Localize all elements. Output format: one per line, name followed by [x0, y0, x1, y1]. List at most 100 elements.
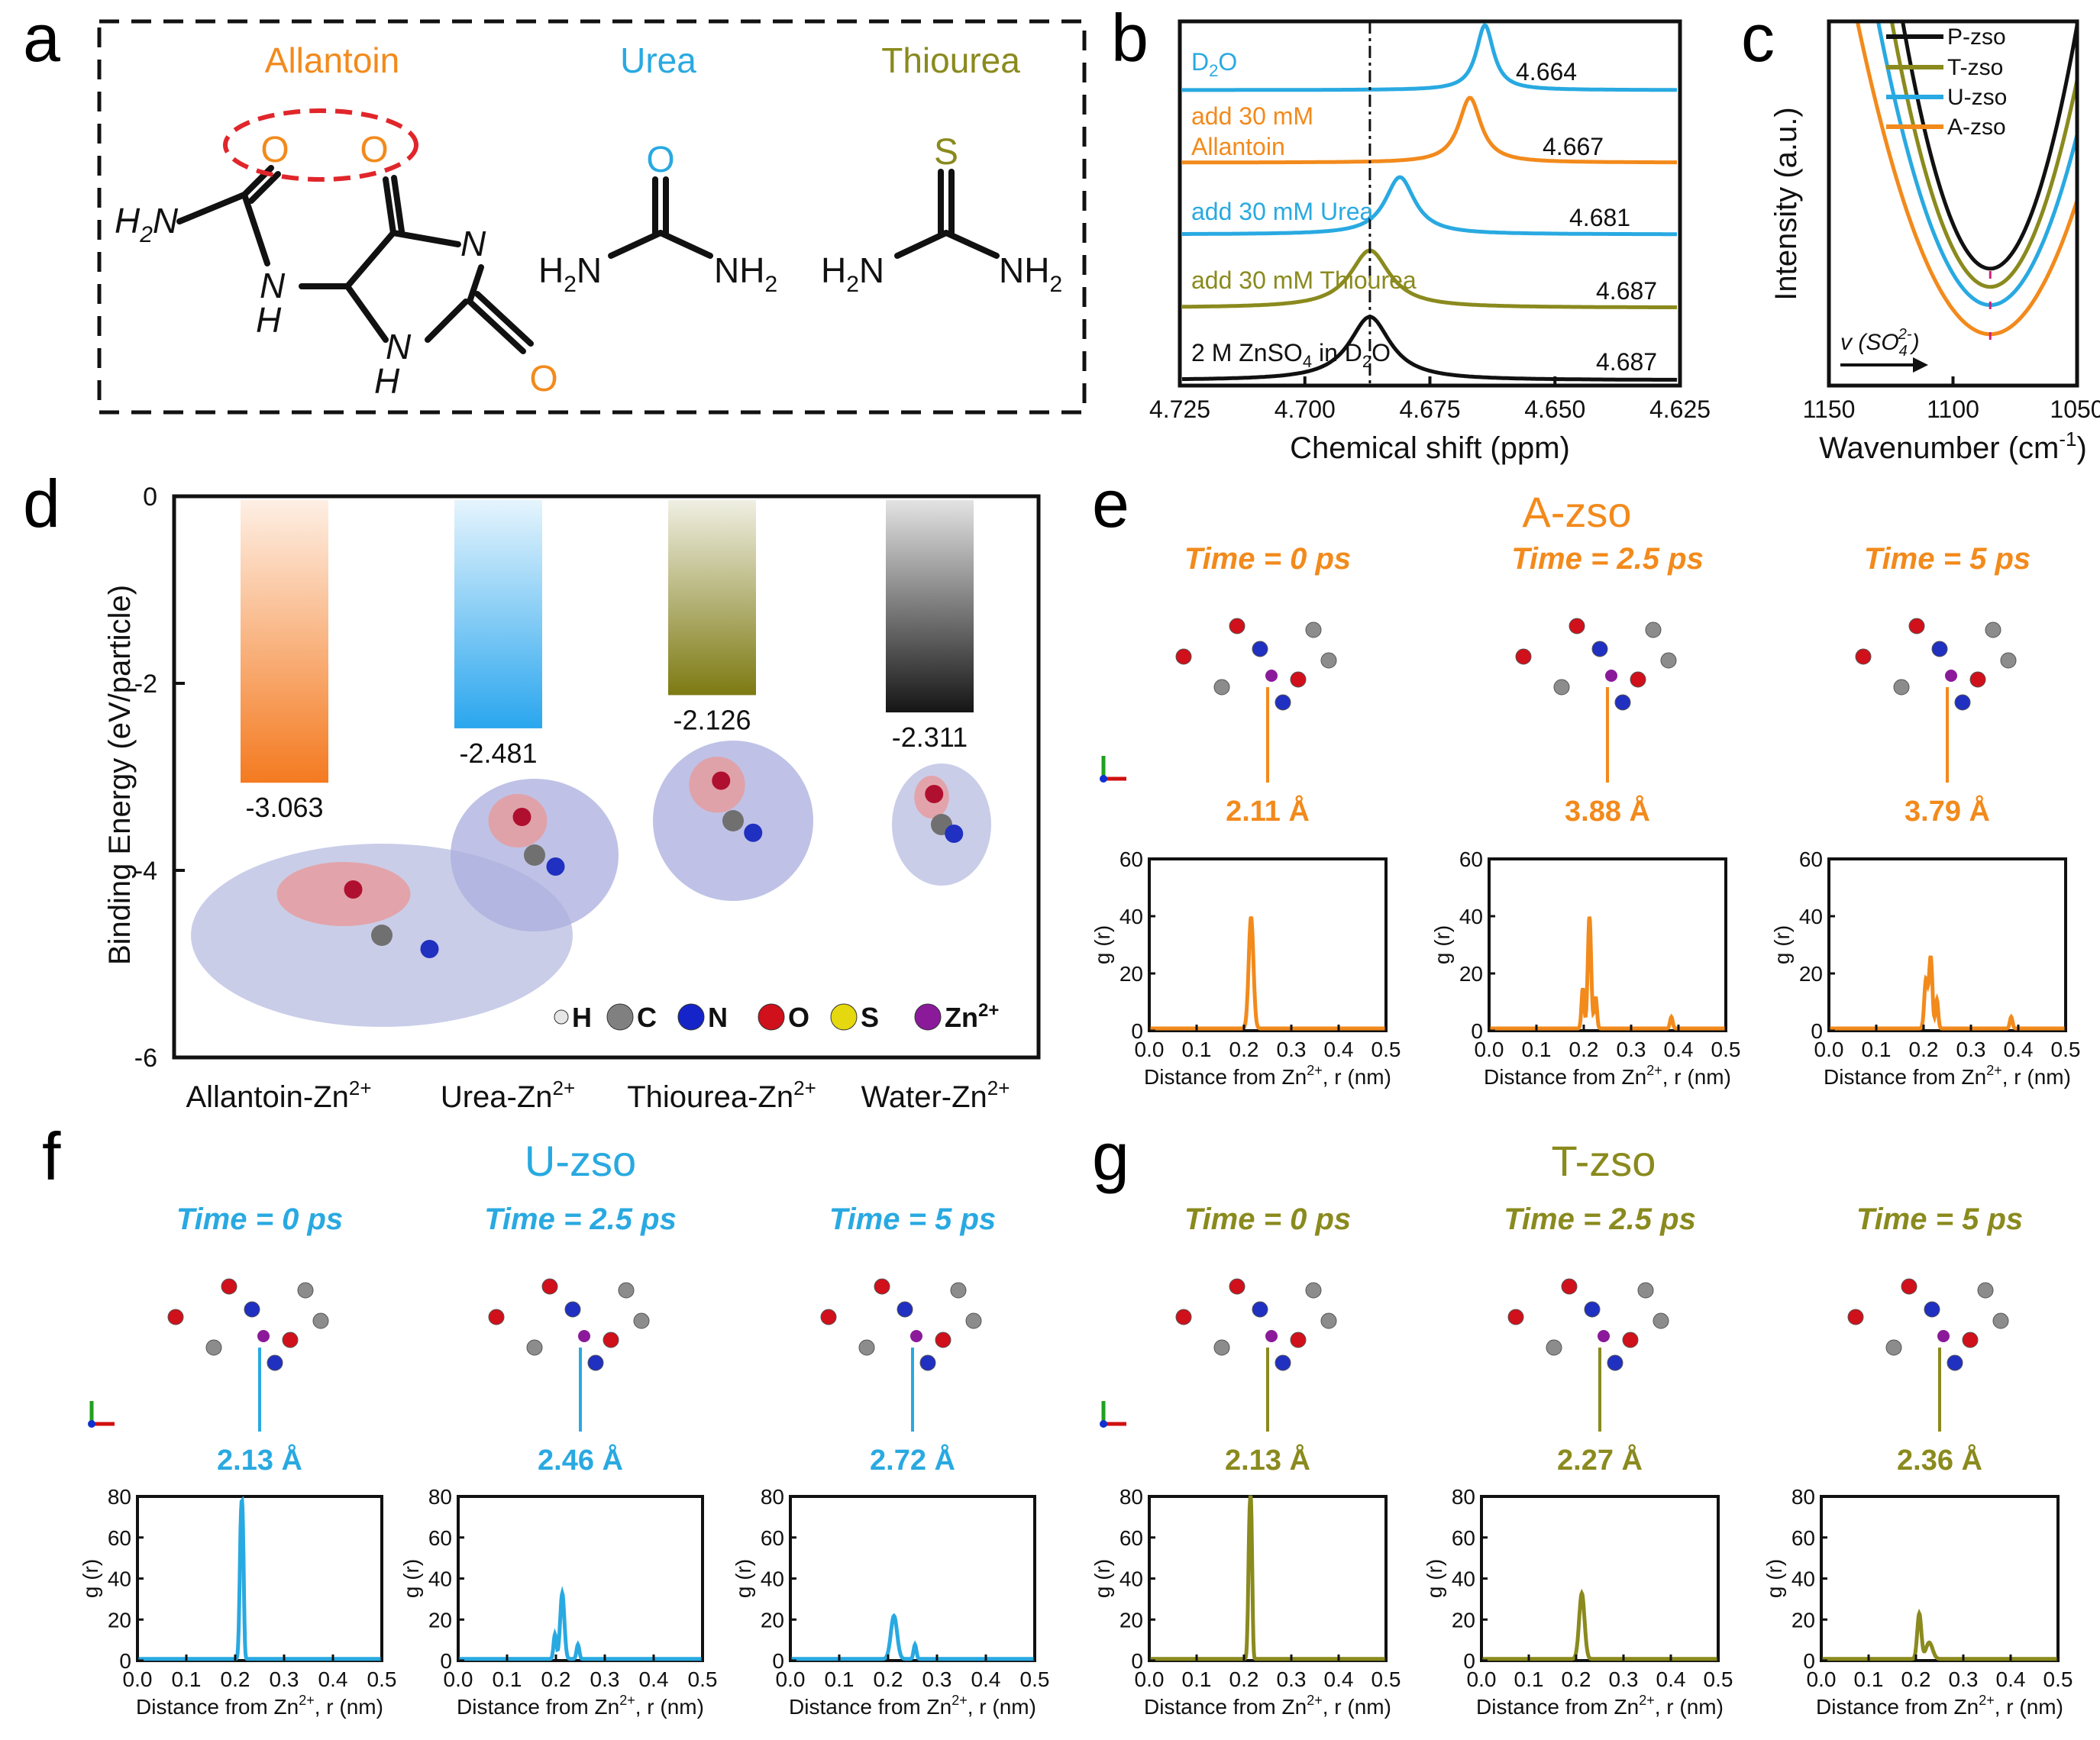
text-span: Distance from Zn: [1476, 1695, 1639, 1719]
panel-e-distance-0: 2.11 Å: [1226, 794, 1310, 828]
binding-bar-0: [241, 500, 328, 783]
thiourea-nh2: NH2: [999, 250, 1062, 297]
snapshot-atom-g-2-0: [1847, 1309, 1864, 1325]
allantoin-n3: N: [386, 327, 412, 366]
raman-series-P-zso: [1901, 21, 2077, 271]
rdf-xtick-label-f-2-5: 0.5: [1020, 1667, 1050, 1691]
rdf-ytick-label-f-0-1: 20: [108, 1608, 131, 1632]
text-span: v (SO: [1840, 330, 1899, 355]
rdf-ytick-label-g-2-3: 60: [1791, 1526, 1815, 1550]
panel-a-dashed-frame: [97, 19, 1087, 415]
rdf-xtick-label-f-1-2: 0.2: [541, 1667, 571, 1691]
snapshot-atom-f-0-7: [297, 1282, 314, 1299]
text-span: Distance from Zn: [1484, 1065, 1646, 1089]
rdf-xtick-label-g-1-4: 0.4: [1656, 1667, 1686, 1691]
rdf-xtick-label-f-1-3: 0.3: [590, 1667, 620, 1691]
snapshot-zn-f-0: [257, 1330, 270, 1342]
snapshot-atom-g-2-4: [1992, 1312, 2009, 1329]
text-span: ): [1910, 330, 1920, 355]
snapshot-atom-e-0-5: [1275, 694, 1291, 711]
rdf-frame-e-2: [1827, 857, 2067, 1032]
binding-bar-3: [886, 500, 974, 713]
snapshot-zn-e-1: [1605, 670, 1617, 682]
rdf-ytick-label-e-0-3: 60: [1119, 847, 1143, 871]
panel-f-title: U-zso: [525, 1137, 636, 1185]
rdf-xtick-label-g-0-5: 0.5: [1371, 1667, 1401, 1691]
snapshot-atom-e-1-3: [1630, 671, 1646, 688]
snapshot-atom-g-0-2: [1252, 1301, 1268, 1318]
snapshot-atom-e-2-6: [1908, 618, 1925, 634]
rdf-frame-f-2: [789, 1495, 1036, 1662]
panel-f-time-0: Time = 0 ps: [176, 1203, 343, 1236]
panel-e-time-0: Time = 0 ps: [1184, 542, 1351, 576]
binding-ytick-label-3: -6: [134, 1044, 157, 1073]
text-span: Urea-Zn: [441, 1080, 553, 1114]
snapshot-atom-e-2-3: [1969, 671, 1986, 688]
snapshot-atom-f-2-7: [950, 1282, 967, 1299]
thiourea-title: Thiourea: [881, 40, 1020, 80]
snapshot-atom-f-1-6: [541, 1278, 558, 1295]
rdf-ytick-label-f-1-4: 80: [428, 1485, 452, 1509]
rdf-xtick-label-g-1-1: 0.1: [1514, 1667, 1544, 1691]
snapshot-atom-f-2-6: [874, 1278, 890, 1295]
snapshot-atom-g-2-7: [1977, 1282, 1994, 1299]
snapshot-atom-f-2-4: [965, 1312, 982, 1329]
rdf-xtick-label-e-2-1: 0.1: [1862, 1038, 1892, 1061]
rdf-ytick-label-f-2-3: 60: [761, 1526, 784, 1550]
rdf-ytick-label-e-1-1: 20: [1459, 962, 1483, 986]
binding-value-label-2: -2.126: [673, 704, 751, 735]
text-span: 2+: [299, 1693, 315, 1708]
text-span: Distance from Zn: [1144, 1695, 1307, 1719]
snapshot-atom-g-0-6: [1229, 1278, 1245, 1295]
snapshot-atom-g-0-0: [1175, 1309, 1192, 1325]
urea-o: O: [646, 140, 674, 180]
axis-glyph-z-e: [1100, 775, 1107, 783]
text-span: 2+: [1646, 1063, 1662, 1078]
atom-legend-label-C: C: [637, 1002, 657, 1033]
text-span: 2+: [793, 1077, 816, 1099]
panel-e-distance-1: 3.88 Å: [1565, 794, 1650, 828]
snapshot-atom-g-2-5: [1947, 1354, 1963, 1371]
snapshot-atom-f-0-0: [167, 1309, 184, 1325]
snapshot-atom-f-1-4: [633, 1312, 650, 1329]
rdf-xtick-label-g-1-0: 0.0: [1467, 1667, 1497, 1691]
snapshot-atom-g-2-3: [1962, 1332, 1979, 1348]
snapshot-atom-g-0-5: [1275, 1354, 1291, 1371]
rdf-xtick-label-f-2-1: 0.1: [825, 1667, 855, 1691]
rdf-ytick-label-g-2-4: 80: [1791, 1485, 1815, 1509]
raman-series-T-zso: [1889, 21, 2077, 289]
snapshot-atom-g-0-7: [1305, 1282, 1322, 1299]
rdf-line-f-0: [137, 1496, 382, 1661]
snapshot-zn-g-2: [1937, 1330, 1950, 1342]
panel-f-time-2: Time = 5 ps: [829, 1203, 996, 1236]
rdf-line-g-1: [1481, 1588, 1718, 1661]
urea-title: Urea: [620, 40, 696, 80]
esp-atom-o-1: [512, 808, 531, 826]
snapshot-atom-g-1-2: [1584, 1301, 1601, 1318]
snapshot-atom-f-0-2: [244, 1301, 260, 1318]
panel-label-e: e: [1092, 466, 1129, 541]
rdf-ytick-label-e-1-2: 40: [1459, 905, 1483, 928]
snapshot-atom-g-2-2: [1924, 1301, 1940, 1318]
text-span: , r (nm): [2002, 1065, 2071, 1089]
text-span: Distance from Zn: [1144, 1065, 1307, 1089]
rdf-ytick-label-g-1-1: 20: [1452, 1608, 1475, 1632]
rdf-ytick-label-f-0-3: 60: [108, 1526, 131, 1550]
panel-c-raman-chart: P-zso T-zso U-zso A-zso v (SO42-) 1150 1100 105…: [1769, 19, 2100, 465]
esp-negative-region-0: [276, 862, 411, 926]
rdf-xtick-label-f-0-1: 0.1: [172, 1667, 202, 1691]
atom-legend-label-S: S: [861, 1002, 879, 1033]
snapshot-zn-e-2: [1945, 670, 1957, 682]
snapshot-atom-e-2-2: [1931, 641, 1948, 657]
axis-glyph-z-g: [1100, 1420, 1107, 1428]
rdf-xtick-label-e-2-4: 0.4: [2004, 1038, 2034, 1061]
text-span: , r (nm): [1323, 1695, 1391, 1719]
snapshot-atom-e-0-7: [1305, 621, 1322, 638]
binding-ytick-label-1: -2: [134, 670, 157, 699]
binding-category-3: Water-Zn2+: [861, 1077, 1010, 1114]
rdf-xtick-label-e-0-3: 0.3: [1277, 1038, 1307, 1061]
rdf-ytick-label-f-2-4: 80: [761, 1485, 784, 1509]
raman-xlabel: Wavenumber (cm-1): [1819, 428, 2087, 465]
rdf-frame-g-2: [1820, 1495, 2060, 1662]
snapshot-atom-f-1-1: [526, 1339, 543, 1356]
